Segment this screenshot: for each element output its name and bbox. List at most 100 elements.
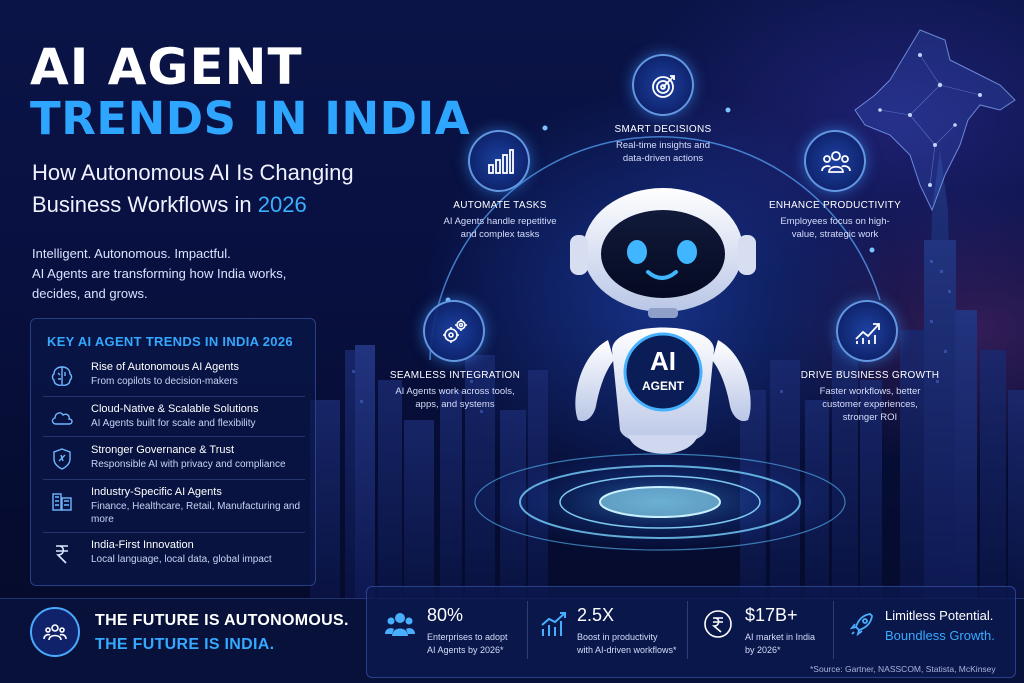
trend-name: Stronger Governance & Trust	[91, 444, 235, 456]
drive-growth-desc-line-1: Faster workflows, better	[819, 386, 921, 397]
rising-bars-icon	[541, 612, 566, 636]
future-badge	[30, 607, 80, 657]
trend-item-cloud: Cloud-Native & Scalable Solutions AI Age…	[43, 403, 305, 443]
trend-name: India-First Innovation	[91, 539, 194, 551]
intro-line-2: AI Agents are transforming how India wor…	[32, 266, 287, 281]
smart-decisions-desc-line-2: data-driven actions	[622, 153, 704, 164]
bar-chart-icon	[488, 149, 514, 174]
enhance-productivity-desc: Employees focus on high- value, strategi…	[760, 215, 910, 241]
key-trends-panel: KEY AI AGENT TRENDS IN INDIA 2026 Rise o…	[30, 318, 316, 586]
automate-tasks-badge	[468, 130, 530, 192]
robot-badge-ai: AI	[650, 346, 676, 376]
seamless-integration-badge	[423, 300, 485, 362]
divider	[43, 532, 305, 533]
trend-desc: AI Agents built for scale and flexibilit…	[91, 418, 256, 429]
stat-label-line-2: with AI-driven workflows*	[577, 645, 677, 655]
trend-item-industry: Industry-Specific AI Agents Finance, Hea…	[43, 486, 305, 526]
trend-item-governance: Stronger Governance & Trust Responsible …	[43, 444, 305, 484]
drive-growth-title: DRIVE BUSINESS GROWTH	[800, 370, 940, 381]
rupee-coin-icon	[704, 610, 732, 638]
robot-badge-agent: AGENT	[642, 379, 685, 393]
key-trends-title: KEY AI AGENT TRENDS IN INDIA 2026	[47, 334, 293, 349]
future-line-1: THE FUTURE IS AUTONOMOUS.	[95, 612, 349, 629]
india-map-graphic	[854, 29, 1016, 212]
stat-label-line-2: AI Agents by 2026*	[427, 645, 504, 655]
rupee-icon	[56, 545, 68, 564]
limitless-line-1: Limitless Potential.	[885, 608, 994, 623]
users-icon	[385, 613, 415, 636]
intro-text: Intelligent. Autonomous. Impactful. AI A…	[32, 244, 322, 304]
subtitle-year: 2026	[257, 192, 307, 217]
shield-icon	[53, 448, 71, 470]
title-line-2: TRENDS IN INDIA	[30, 92, 471, 145]
source-note: *Source: Gartner, NASSCOM, Statista, McK…	[810, 664, 996, 674]
team-icon	[821, 151, 851, 173]
automate-tasks-desc-line-1: AI Agents handle repetitive	[443, 216, 557, 227]
subtitle-line-2: Business Workflows in 2026	[32, 189, 392, 221]
drive-growth-desc: Faster workflows, better customer experi…	[795, 385, 945, 424]
stat-label-line-1: AI market in India	[745, 632, 816, 642]
divider	[527, 601, 528, 659]
smart-decisions-desc-line-1: Real-time insights and	[616, 140, 710, 151]
stat-label-line-1: Enterprises to adopt	[427, 632, 508, 642]
enhance-productivity-desc-line-1: Employees focus on high-	[780, 216, 890, 227]
subtitle: How Autonomous AI Is Changing Business W…	[32, 157, 392, 221]
drive-growth-desc-line-3: stronger ROI	[842, 412, 898, 423]
subtitle-line-2-text: Business Workflows in	[32, 192, 252, 217]
divider	[43, 396, 305, 397]
stat-adoption: 80% Enterprises to adopt AI Agents by 20…	[385, 587, 535, 679]
automate-tasks-desc-line-2: and complex tasks	[460, 229, 540, 240]
seamless-integration-desc-line-2: apps, and systems	[415, 399, 495, 410]
smart-decisions-title: SMART DECISIONS	[614, 124, 712, 135]
automate-tasks-desc: AI Agents handle repetitive and complex …	[424, 215, 576, 241]
limitless-line-2: Boundless Growth.	[885, 628, 995, 643]
seamless-integration-title: SEAMLESS INTEGRATION	[389, 370, 521, 381]
cloud-icon	[51, 412, 73, 425]
trend-name: Industry-Specific AI Agents	[91, 486, 222, 498]
drive-growth-badge	[836, 300, 898, 362]
enhance-productivity-desc-line-2: value, strategic work	[791, 229, 879, 240]
trend-item-autonomous: Rise of Autonomous AI Agents From copilo…	[43, 361, 305, 401]
enhance-productivity-title: ENHANCE PRODUCTIVITY	[768, 200, 902, 211]
stat-label: Boost in productivity with AI-driven wor…	[577, 631, 697, 657]
seamless-integration-desc-line-1: AI Agents work across tools,	[395, 386, 515, 397]
network-users-icon	[43, 624, 67, 641]
future-line-2: THE FUTURE IS INDIA.	[95, 636, 275, 653]
drive-growth-desc-line-2: customer experiences,	[822, 399, 918, 410]
target-icon	[652, 75, 675, 98]
hologram-platform	[470, 450, 850, 554]
smart-decisions-badge	[632, 54, 694, 116]
stat-value: $17B+	[745, 605, 798, 625]
rocket-icon	[849, 613, 873, 637]
stat-label: AI market in India by 2026*	[745, 631, 855, 657]
buildings-icon	[52, 493, 72, 511]
brain-icon	[51, 366, 73, 386]
enhance-productivity-badge	[804, 130, 866, 192]
stat-value: 2.5X	[577, 605, 615, 625]
trend-name: Cloud-Native & Scalable Solutions	[91, 403, 259, 415]
stat-label-line-2: by 2026*	[745, 645, 781, 655]
smart-decisions-desc: Real-time insights and data-driven actio…	[592, 139, 734, 165]
growth-chart-icon	[855, 323, 880, 344]
stat-value: 80%	[427, 605, 464, 625]
divider	[43, 436, 305, 437]
divider	[43, 479, 305, 480]
stat-productivity: 2.5X Boost in productivity with AI-drive…	[539, 587, 689, 679]
gears-icon	[443, 319, 467, 343]
subtitle-line-1: How Autonomous AI Is Changing	[32, 160, 354, 185]
trend-desc: Responsible AI with privacy and complian…	[91, 459, 286, 470]
stat-label-line-1: Boost in productivity	[577, 632, 658, 642]
trend-desc: From copilots to decision-makers	[91, 376, 238, 387]
title-line-1: AI AGENT	[30, 38, 303, 96]
ai-robot-illustration: AI AGENT	[570, 188, 756, 454]
stat-market: $17B+ AI market in India by 2026*	[703, 587, 853, 679]
intro-line-3: decides, and grows.	[32, 286, 148, 301]
trend-item-india-first: India-First Innovation Local language, l…	[43, 539, 305, 579]
intro-line-1: Intelligent. Autonomous. Impactful.	[32, 246, 231, 261]
trend-name: Rise of Autonomous AI Agents	[91, 361, 239, 373]
trend-desc: Finance, Healthcare, Retail, Manufacturi…	[91, 501, 301, 525]
automate-tasks-title: AUTOMATE TASKS	[453, 200, 547, 211]
divider	[687, 601, 688, 659]
stats-box: 80% Enterprises to adopt AI Agents by 20…	[366, 586, 1016, 678]
